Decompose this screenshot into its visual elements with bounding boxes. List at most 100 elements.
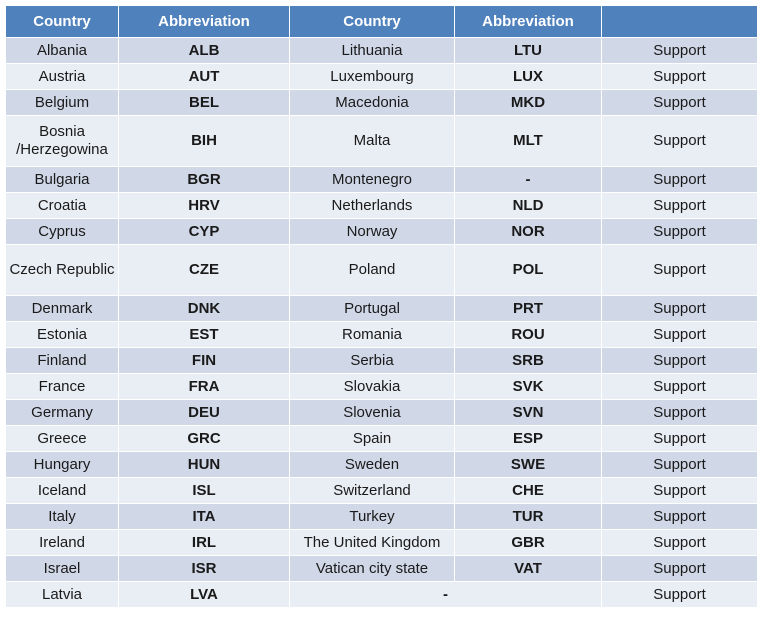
table-row: Bosnia /Herzegowina BIH Malta MLT Suppor… [5, 115, 758, 167]
support-cell: Support [601, 425, 758, 452]
support-cell: Support [601, 321, 758, 348]
country-cell: Hungary [5, 451, 119, 478]
abbreviation-cell: NLD [454, 192, 602, 219]
support-cell: Support [601, 192, 758, 219]
support-cell: Support [601, 218, 758, 245]
country-cell: Denmark [5, 295, 119, 322]
abbreviation-cell: GRC [118, 425, 290, 452]
abbreviation-cell: PRT [454, 295, 602, 322]
country-cell: Germany [5, 399, 119, 426]
abbreviation-cell: ALB [118, 37, 290, 64]
abbreviation-cell: POL [454, 244, 602, 296]
abbreviation-cell: LUX [454, 63, 602, 90]
support-cell: Support [601, 89, 758, 116]
country-cell: Bulgaria [5, 166, 119, 193]
table-row: Estonia EST Romania ROU Support [5, 321, 758, 348]
abbreviation-cell: EST [118, 321, 290, 348]
country-cell: Finland [5, 347, 119, 374]
support-cell: Support [601, 373, 758, 400]
header-country: Country [5, 5, 119, 38]
support-cell: Support [601, 244, 758, 296]
table-row: Czech Republic CZE Poland POL Support [5, 244, 758, 296]
support-cell: Support [601, 295, 758, 322]
country-cell: Belgium [5, 89, 119, 116]
country-cell: Portugal [289, 295, 455, 322]
abbreviation-cell: HUN [118, 451, 290, 478]
country-cell: Poland [289, 244, 455, 296]
country-cell: Austria [5, 63, 119, 90]
country-cell: Greece [5, 425, 119, 452]
support-cell: Support [601, 581, 758, 608]
abbreviation-cell: FRA [118, 373, 290, 400]
country-cell: Croatia [5, 192, 119, 219]
header-abbreviation: Abbreviation [118, 5, 290, 38]
abbreviation-cell: BGR [118, 166, 290, 193]
country-cell: Sweden [289, 451, 455, 478]
abbreviation-cell: HRV [118, 192, 290, 219]
country-cell: Albania [5, 37, 119, 64]
table-row: Croatia HRV Netherlands NLD Support [5, 192, 758, 219]
table-row: Germany DEU Slovenia SVN Support [5, 399, 758, 426]
support-cell: Support [601, 37, 758, 64]
support-cell: Support [601, 477, 758, 504]
abbreviation-cell: DEU [118, 399, 290, 426]
header-support [601, 5, 758, 38]
abbreviation-cell: SWE [454, 451, 602, 478]
abbreviation-cell: - [454, 166, 602, 193]
country-cell: Luxembourg [289, 63, 455, 90]
country-cell: France [5, 373, 119, 400]
table-row: Italy ITA Turkey TUR Support [5, 503, 758, 530]
country-cell: Estonia [5, 321, 119, 348]
country-cell: Malta [289, 115, 455, 167]
abbreviation-cell: CHE [454, 477, 602, 504]
table-row: Cyprus CYP Norway NOR Support [5, 218, 758, 245]
table-row: Israel ISR Vatican city state VAT Suppor… [5, 555, 758, 582]
abbreviation-cell: ITA [118, 503, 290, 530]
abbreviation-cell: TUR [454, 503, 602, 530]
country-cell: Bosnia /Herzegowina [5, 115, 119, 167]
table-row: Ireland IRL The United Kingdom GBR Suppo… [5, 529, 758, 556]
support-cell: Support [601, 529, 758, 556]
country-cell: Turkey [289, 503, 455, 530]
country-cell: Israel [5, 555, 119, 582]
country-cell: Serbia [289, 347, 455, 374]
support-cell: Support [601, 63, 758, 90]
abbreviation-cell: AUT [118, 63, 290, 90]
abbreviation-cell: VAT [454, 555, 602, 582]
country-cell: Lithuania [289, 37, 455, 64]
abbreviation-cell: CYP [118, 218, 290, 245]
support-cell: Support [601, 451, 758, 478]
abbreviation-cell: BIH [118, 115, 290, 167]
country-cell: Italy [5, 503, 119, 530]
country-cell: Vatican city state [289, 555, 455, 582]
country-cell: Slovakia [289, 373, 455, 400]
country-cell: Spain [289, 425, 455, 452]
country-cell: Ireland [5, 529, 119, 556]
country-cell: Switzerland [289, 477, 455, 504]
country-cell: Montenegro [289, 166, 455, 193]
support-cell: Support [601, 166, 758, 193]
abbreviation-cell: ISR [118, 555, 290, 582]
support-cell: Support [601, 555, 758, 582]
abbreviation-cell: CZE [118, 244, 290, 296]
header-abbreviation: Abbreviation [454, 5, 602, 38]
country-cell: The United Kingdom [289, 529, 455, 556]
abbreviation-cell: IRL [118, 529, 290, 556]
support-cell: Support [601, 347, 758, 374]
abbreviation-cell: SVK [454, 373, 602, 400]
abbreviation-cell: BEL [118, 89, 290, 116]
country-cell: Macedonia [289, 89, 455, 116]
abbreviation-cell: ESP [454, 425, 602, 452]
table-row: France FRA Slovakia SVK Support [5, 373, 758, 400]
abbreviation-cell: SRB [454, 347, 602, 374]
abbreviation-cell: LTU [454, 37, 602, 64]
support-cell: Support [601, 115, 758, 167]
support-cell: Support [601, 399, 758, 426]
country-cell: Iceland [5, 477, 119, 504]
table-row: Finland FIN Serbia SRB Support [5, 347, 758, 374]
country-cell: Netherlands [289, 192, 455, 219]
header-row: Country Abbreviation Country Abbreviatio… [5, 5, 758, 38]
country-cell: Latvia [5, 581, 119, 608]
table-row: Latvia LVA - Support [5, 581, 758, 608]
table-row: Denmark DNK Portugal PRT Support [5, 295, 758, 322]
